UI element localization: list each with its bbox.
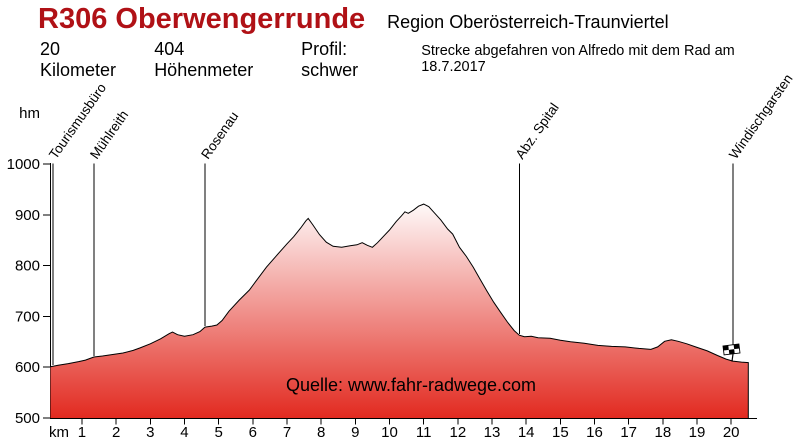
- x-tick-label: 5: [214, 424, 222, 441]
- waypoint-m-hlreith: Mühlreith: [87, 108, 131, 357]
- x-tick-label: 17: [620, 424, 637, 441]
- waypoint-abz-spital: Abz. Spital: [513, 100, 562, 335]
- distance-label: 20 Kilometer: [40, 39, 117, 80]
- title-line: R306 Oberwengerrunde Region Oberösterrei…: [38, 3, 800, 36]
- x-tick-label: 11: [416, 424, 432, 441]
- x-tick-label: 10: [381, 424, 398, 441]
- waypoint-label: Abz. Spital: [513, 100, 562, 161]
- x-tick-label: 19: [689, 424, 706, 441]
- y-tick-label: 700: [15, 308, 40, 325]
- y-tick-label: 800: [15, 258, 40, 275]
- x-tick-label: 12: [449, 424, 466, 441]
- waypoint-rosenau: Rosenau: [198, 109, 241, 327]
- x-tick-label: 18: [655, 424, 672, 441]
- y-tick-label: 500: [15, 410, 40, 427]
- info-line: 20 Kilometer 404 Höhenmeter Profil: schw…: [40, 39, 800, 81]
- x-tick-label: 15: [552, 424, 569, 441]
- waypoint-label: Mühlreith: [87, 108, 131, 162]
- elevation-profile-outline: [50, 203, 749, 418]
- x-tick-label: 1: [78, 424, 86, 441]
- ride-note: Strecke abgefahren von Alfredo mit dem R…: [421, 43, 735, 75]
- x-axis-unit-label: km: [49, 424, 69, 441]
- x-tick-label: 20: [723, 424, 740, 441]
- x-tick-label: 9: [351, 424, 359, 441]
- x-tick-label: 16: [586, 424, 603, 441]
- region-subtitle: Region Oberösterreich-Traunviertel: [387, 12, 669, 32]
- waypoint-label: Windischgarsten: [726, 71, 796, 161]
- x-ticks: 1 2 3 4 5 6 7 8 9 10 11 12 13 14 15 16 17 18 19 20: [78, 419, 740, 441]
- x-tick-label: 14: [518, 424, 535, 441]
- y-axis: hm 500 600 700 800 900 1000: [7, 105, 50, 427]
- difficulty-label: Profil: schwer: [301, 39, 359, 80]
- watermark: Quelle: www.fahr-radwege.com: [286, 375, 536, 395]
- x-tick-label: 7: [283, 424, 291, 441]
- x-tick-label: 4: [180, 424, 188, 441]
- page-title: R306 Oberwengerrunde: [38, 3, 366, 35]
- waypoint-label: Rosenau: [198, 109, 241, 162]
- waypoint-windischgarsten: Windischgarsten: [726, 71, 796, 346]
- waypoint-tourismusb-ro: Tourismusbüro: [46, 81, 109, 366]
- x-tick-label: 8: [317, 424, 325, 441]
- y-tick-label: 900: [15, 207, 40, 224]
- y-ticks: 500 600 700 800 900 1000: [7, 156, 50, 427]
- header: R306 Oberwengerrunde Region Oberösterrei…: [38, 3, 800, 81]
- x-tick-label: 13: [484, 424, 501, 441]
- y-tick-label: 1000: [7, 156, 40, 173]
- x-tick-label: 6: [249, 424, 257, 441]
- x-axis: km 1 2 3 4 5 6 7 8 9 10 11 12 13 14 15 16 17 18 19 20: [49, 418, 757, 441]
- y-tick-label: 600: [15, 359, 40, 376]
- elevation-gain-label: 404 Höhenmeter: [154, 39, 254, 80]
- y-axis-unit-label: hm: [19, 105, 40, 122]
- finish-flag-icon: [722, 343, 741, 362]
- x-tick-label: 3: [146, 424, 154, 441]
- x-tick-label: 2: [112, 424, 120, 441]
- elevation-profile-area: [50, 204, 749, 418]
